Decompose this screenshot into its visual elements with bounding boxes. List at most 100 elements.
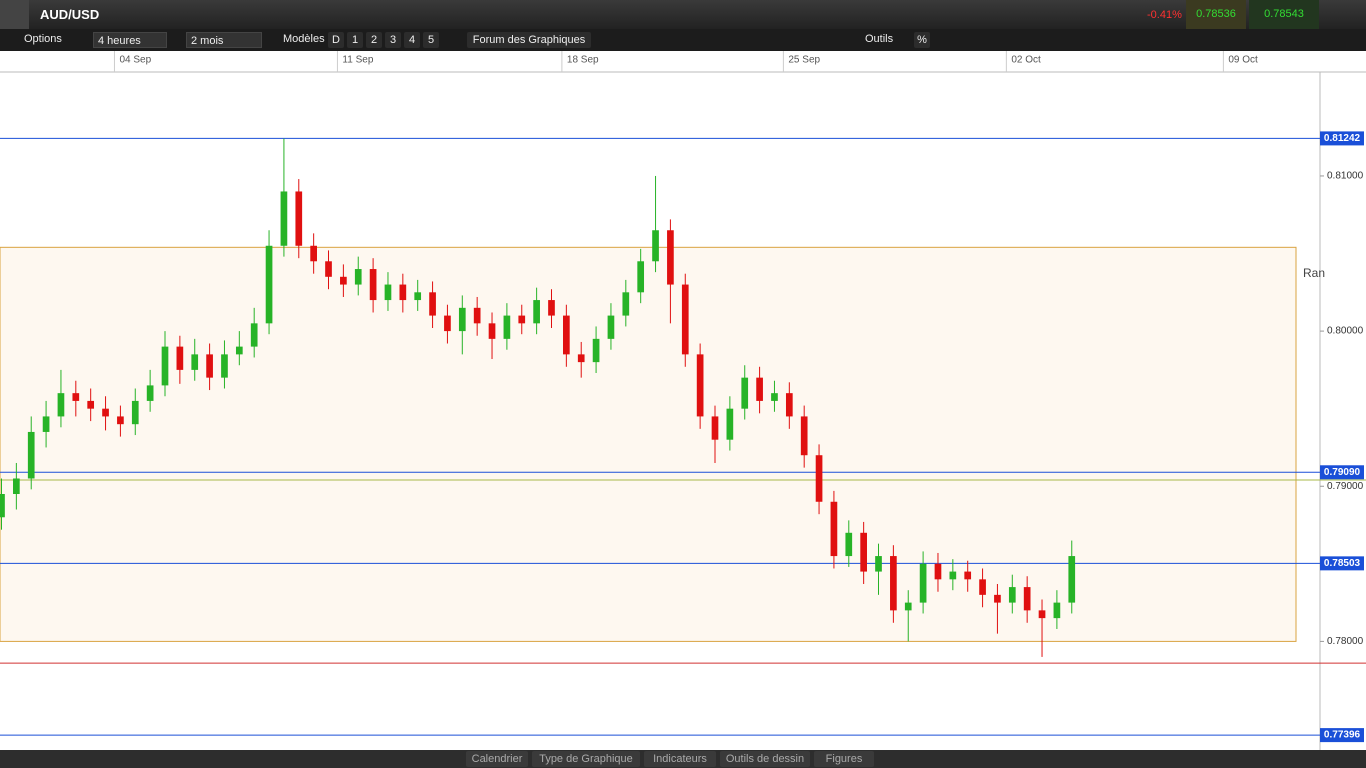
templates-button[interactable]: Modèles — [283, 33, 325, 45]
candle-body — [176, 346, 184, 370]
candle-body — [117, 416, 124, 425]
candle-body — [949, 571, 957, 580]
candle-body — [711, 416, 719, 440]
candle-body — [1023, 587, 1031, 611]
candle-body — [860, 532, 867, 572]
symbol[interactable]: AUD/USD — [40, 7, 100, 22]
ask[interactable]: 0.78543 — [1249, 0, 1319, 29]
price-level-box — [1320, 131, 1364, 146]
candle-body — [785, 393, 793, 417]
candle-body — [875, 556, 882, 572]
candle-body — [622, 292, 630, 316]
candle-body — [444, 315, 451, 332]
range-select[interactable]: 2 mois — [186, 32, 262, 48]
candle-body — [696, 354, 704, 417]
candle-body — [979, 579, 986, 595]
candle-body — [473, 307, 481, 324]
candle-body — [904, 602, 912, 611]
bid[interactable]: 0.78536 — [1186, 0, 1246, 29]
candle-body — [57, 393, 65, 417]
period-button[interactable]: 1 — [347, 32, 363, 48]
bottom-tab[interactable]: Indicateurs — [644, 751, 716, 767]
y-tick-label: 0.79000 — [1327, 481, 1364, 492]
candle-body — [384, 284, 392, 301]
period-button[interactable]: 5 — [423, 32, 439, 48]
candle-body — [681, 284, 689, 355]
period-button[interactable]: 3 — [385, 32, 401, 48]
x-tick-label: 02 Oct — [1011, 55, 1041, 66]
candle-body — [250, 323, 258, 347]
candle-body — [458, 307, 466, 332]
candle-body — [206, 354, 213, 378]
x-tick-label: 04 Sep — [119, 55, 151, 66]
candle-body — [1068, 556, 1076, 603]
candle-body — [845, 532, 853, 557]
bottom-tab[interactable]: Type de Graphique — [532, 751, 640, 767]
candle-body — [548, 300, 555, 316]
candle-body — [667, 230, 674, 285]
candle-body — [280, 191, 288, 246]
price-level-box — [1320, 465, 1364, 480]
candle-body — [13, 478, 20, 495]
candle-body — [488, 323, 496, 339]
candle-body — [310, 245, 317, 262]
candle-body — [503, 315, 511, 339]
candle-body — [72, 393, 80, 401]
candle-body — [830, 501, 838, 557]
candle-body — [934, 563, 942, 580]
candle-body — [592, 338, 600, 363]
x-tick-label: 25 Sep — [788, 55, 820, 66]
interval-select[interactable]: 4 heures — [93, 32, 167, 48]
candle-body — [354, 269, 362, 285]
bottom-tab[interactable]: Calendrier — [466, 751, 528, 767]
candle-body — [429, 292, 436, 316]
candle-body — [399, 284, 407, 301]
candle-body — [42, 416, 50, 432]
candle-body — [0, 494, 5, 518]
candle-body — [102, 408, 109, 417]
options-button[interactable]: Options — [24, 33, 62, 45]
candle-body — [652, 230, 659, 262]
candle-body — [1008, 587, 1016, 603]
bottom-tab[interactable]: Outils de dessin — [720, 751, 810, 767]
forum-button[interactable]: Forum des Graphiques — [467, 32, 591, 48]
candle-body — [146, 385, 154, 401]
price-level-label: 0.81242 — [1324, 133, 1361, 144]
candle-body — [161, 346, 169, 386]
price-level-box — [1320, 728, 1364, 743]
range-box — [0, 246, 1297, 642]
candle-body — [756, 377, 763, 401]
candle-body — [741, 377, 749, 409]
candle-body — [533, 300, 540, 324]
candle-body — [295, 191, 303, 246]
candle-body — [414, 292, 422, 301]
percent-button[interactable]: % — [914, 32, 930, 48]
period-button[interactable]: 2 — [366, 32, 382, 48]
candle-body — [815, 455, 823, 502]
candle-body — [369, 269, 377, 301]
candle-body — [131, 400, 139, 425]
candle-body — [87, 400, 95, 409]
price-level-label: 0.77396 — [1324, 730, 1361, 741]
candle-body — [577, 354, 585, 363]
date-axis — [0, 51, 1366, 72]
y-tick-label: 0.80000 — [1327, 326, 1364, 337]
candle-body — [800, 416, 808, 456]
period-button[interactable]: D — [328, 32, 344, 48]
candle-body — [27, 431, 35, 479]
candle-body — [518, 315, 526, 324]
candle-body — [994, 594, 1001, 603]
bottom-tab[interactable]: Figures — [814, 751, 874, 767]
candle-body — [607, 315, 615, 339]
candle-body — [919, 563, 927, 603]
candle-body — [964, 571, 972, 580]
change: -0.41% — [1147, 9, 1182, 21]
period-button[interactable]: 4 — [404, 32, 420, 48]
menu-button[interactable] — [0, 0, 29, 29]
price-level-box — [1320, 556, 1364, 571]
price-level-label: 0.79090 — [1324, 467, 1361, 478]
y-tick-label: 0.78000 — [1327, 636, 1364, 647]
candle-body — [221, 354, 228, 378]
